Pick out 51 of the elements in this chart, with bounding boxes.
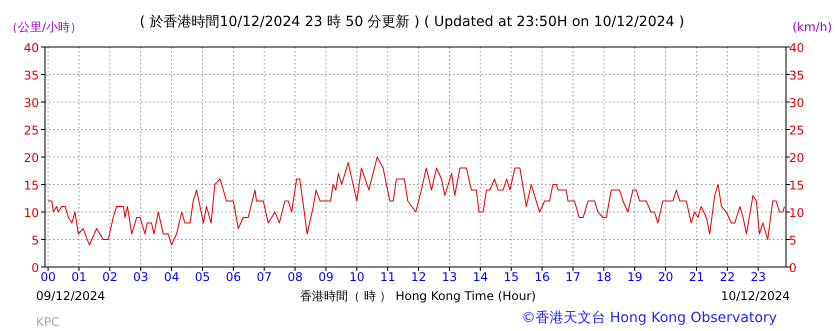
y-tick-label: 35 (24, 68, 39, 82)
x-tick-label: 01 (71, 270, 87, 284)
x-tick-label: 06 (226, 270, 241, 284)
x-tick-label: 20 (658, 270, 674, 284)
x-tick-label: 16 (534, 270, 550, 284)
x-tick-label: 08 (287, 270, 303, 284)
y2-axis-title: (km/h) (792, 20, 832, 34)
y-tick-label: 0 (31, 261, 39, 275)
x-tick-label: 02 (102, 270, 118, 284)
x-tick-label: 23 (750, 270, 766, 284)
x-axis-title: 香港時間（ 時 ） Hong Kong Time (Hour) (300, 289, 536, 303)
x-tick-label: 15 (504, 270, 519, 284)
y2-tick-label: 35 (789, 68, 804, 82)
text: 09/12/2024 (36, 289, 106, 303)
x-tick-label: 10 (349, 270, 364, 284)
x-tick-label: 12 (410, 270, 426, 284)
x-tick-label: 04 (164, 270, 180, 284)
y2-tick-label: 25 (789, 124, 804, 138)
y-tick-label: 5 (31, 234, 39, 248)
y2-tick-label: 20 (789, 151, 804, 165)
text: 10/12/2024 (720, 289, 790, 303)
text: ©香港天文台 Hong Kong Observatory (521, 310, 777, 326)
y2-tick-label: 15 (789, 178, 804, 192)
line-series (48, 156, 785, 246)
x-tick-label: 14 (472, 270, 488, 284)
x-tick-label: 11 (380, 270, 396, 284)
y2-tick-label: 5 (789, 234, 797, 248)
x-tick-label: 18 (596, 270, 612, 284)
y-tick-label: 10 (24, 206, 39, 220)
x-tick-label: 09 (318, 270, 334, 284)
x-tick-label: 00 (40, 270, 56, 284)
y-tick-label: 25 (24, 124, 39, 138)
x-tick-label: 07 (256, 270, 272, 284)
x-tick-label: 13 (442, 270, 458, 284)
y2-tick-label: 40 (789, 41, 804, 55)
chart-title: ( 於香港時間10/12/2024 23 時 50 分更新 ) ( Updated at 23:50H on 10/12/2024 ) (140, 14, 684, 30)
y-tick-label: 40 (24, 41, 39, 55)
x-tick-label: 17 (565, 270, 581, 284)
y2-tick-label: 0 (789, 261, 797, 275)
x-tick-label: 05 (194, 270, 210, 284)
text: KPC (36, 315, 60, 329)
x-tick-label: 21 (688, 270, 704, 284)
x-tick-label: 19 (627, 270, 642, 284)
y2-tick-label: 10 (789, 206, 804, 220)
y-tick-label: 15 (24, 178, 39, 192)
x-tick-label: 03 (133, 270, 148, 284)
x-tick-label: 22 (720, 270, 735, 284)
y-axis-title: （公里/小時） (6, 20, 82, 34)
y-tick-label: 20 (24, 151, 39, 165)
y-tick-label: 30 (24, 96, 39, 110)
y2-tick-label: 30 (789, 96, 804, 110)
